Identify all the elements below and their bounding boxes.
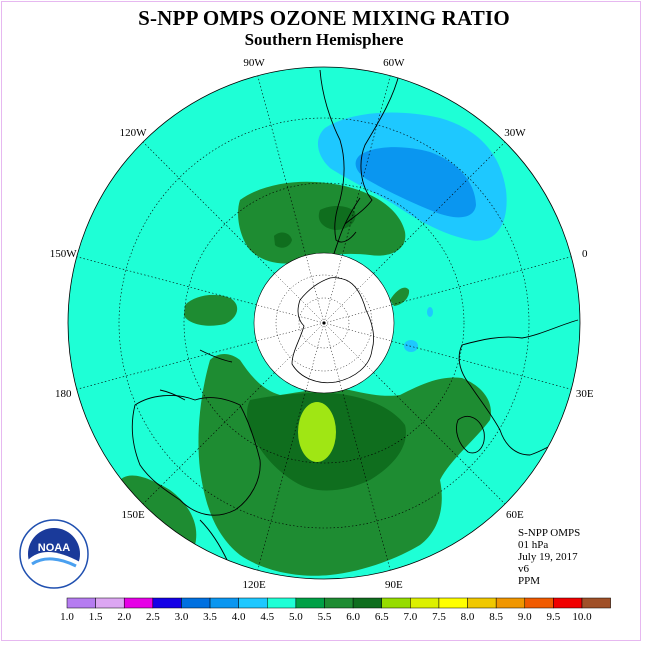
- meridian-line: [142, 372, 275, 505]
- latitude-circle: [118, 117, 530, 529]
- ozone-region-6-5-maximum: [298, 402, 336, 462]
- meridian-line: [142, 141, 275, 274]
- longitude-label: 120W: [120, 127, 148, 139]
- ozone-region-6-0-north-small: [274, 232, 292, 248]
- ozone-region-4-0-spot-small: [427, 307, 433, 317]
- meridian-line: [391, 256, 572, 306]
- polar-meridian-line: [323, 322, 392, 342]
- coastline-madagascar: [456, 416, 485, 454]
- meridian-line: [341, 75, 391, 256]
- meridian-line: [76, 256, 257, 306]
- polar-meridian-line: [323, 322, 374, 373]
- meridian-line: [257, 75, 307, 256]
- polar-meridian-line: [256, 304, 325, 324]
- polar-meridian-line: [274, 322, 325, 373]
- polar-meridian-line: [305, 322, 325, 391]
- ozone-region-5-5-east: [390, 287, 410, 306]
- longitude-label: 0: [582, 248, 588, 260]
- polar-meridian-line: [323, 273, 374, 324]
- ozone-region-4-0-spot: [404, 340, 418, 352]
- polar-cap-graticule: [256, 255, 392, 391]
- meridian-line: [341, 390, 391, 571]
- info-instrument: S-NPP OMPS: [518, 527, 581, 539]
- noaa-logo-text: NOAA: [38, 542, 70, 554]
- longitude-label: 30W: [504, 127, 526, 139]
- coastline-south-america: [319, 69, 357, 243]
- meridian-line: [76, 340, 257, 390]
- map-disk-outline: [67, 66, 581, 580]
- info-block: S-NPP OMPS 01 hPa July 19, 2017 v6 PPM: [518, 527, 580, 587]
- meridian-line: [373, 141, 506, 274]
- info-level: 01 hPa: [518, 539, 549, 551]
- ozone-region-6-0-north: [318, 206, 356, 230]
- coastline-australia: [131, 395, 261, 516]
- polar-meridian-line: [323, 322, 343, 391]
- ozone-contours: [76, 69, 579, 576]
- coastline-indonesia: [159, 349, 233, 401]
- graticule: [76, 75, 572, 571]
- meridian-line: [373, 372, 506, 505]
- meridian-line: [257, 390, 307, 571]
- meridian-line: [391, 340, 572, 390]
- coastline-antarctica: [291, 277, 374, 384]
- noaa-logo: NOAA: [19, 519, 89, 589]
- longitude-label: 60E: [506, 509, 524, 521]
- polar-meridian-line: [274, 273, 325, 324]
- polar-latitude-circle: [298, 297, 350, 349]
- coastlines: [131, 69, 579, 563]
- longitude-label: 120E: [243, 579, 267, 591]
- longitude-label: 90E: [385, 579, 403, 591]
- polar-meridian-line: [305, 255, 325, 324]
- map-subtitle: Southern Hemisphere: [244, 30, 404, 49]
- info-date: July 19, 2017: [518, 551, 578, 563]
- polar-meridian-line: [323, 255, 343, 324]
- south-pole-marker: [322, 321, 326, 325]
- longitude-label: 150W: [50, 248, 78, 260]
- figure-frame: [1, 1, 641, 641]
- coastline-south-america-east: [344, 69, 401, 225]
- polar-latitude-circle: [275, 274, 373, 372]
- coastline-africa: [458, 319, 579, 456]
- polar-meridian-line: [323, 304, 392, 324]
- ozone-region-3-5: [355, 147, 476, 218]
- longitude-label: 30E: [576, 388, 594, 400]
- longitude-label: 150E: [121, 509, 145, 521]
- longitude-label: 60W: [383, 57, 405, 69]
- coastline-new-zealand: [199, 519, 229, 563]
- info-version: v6: [518, 563, 529, 575]
- longitude-label: 90W: [243, 57, 265, 69]
- map-title: S-NPP OMPS OZONE MIXING RATIO: [138, 6, 510, 30]
- polar-meridian-line: [256, 322, 325, 342]
- info-units: PPM: [518, 575, 541, 587]
- ozone-region-5-5-west: [184, 294, 238, 326]
- longitude-label: 180: [55, 388, 72, 400]
- latitude-circle: [183, 182, 465, 464]
- longitude-labels: 90W 60W 30W 0 30E 60E 90E 120E 150E 180 150W 120W: [50, 57, 594, 591]
